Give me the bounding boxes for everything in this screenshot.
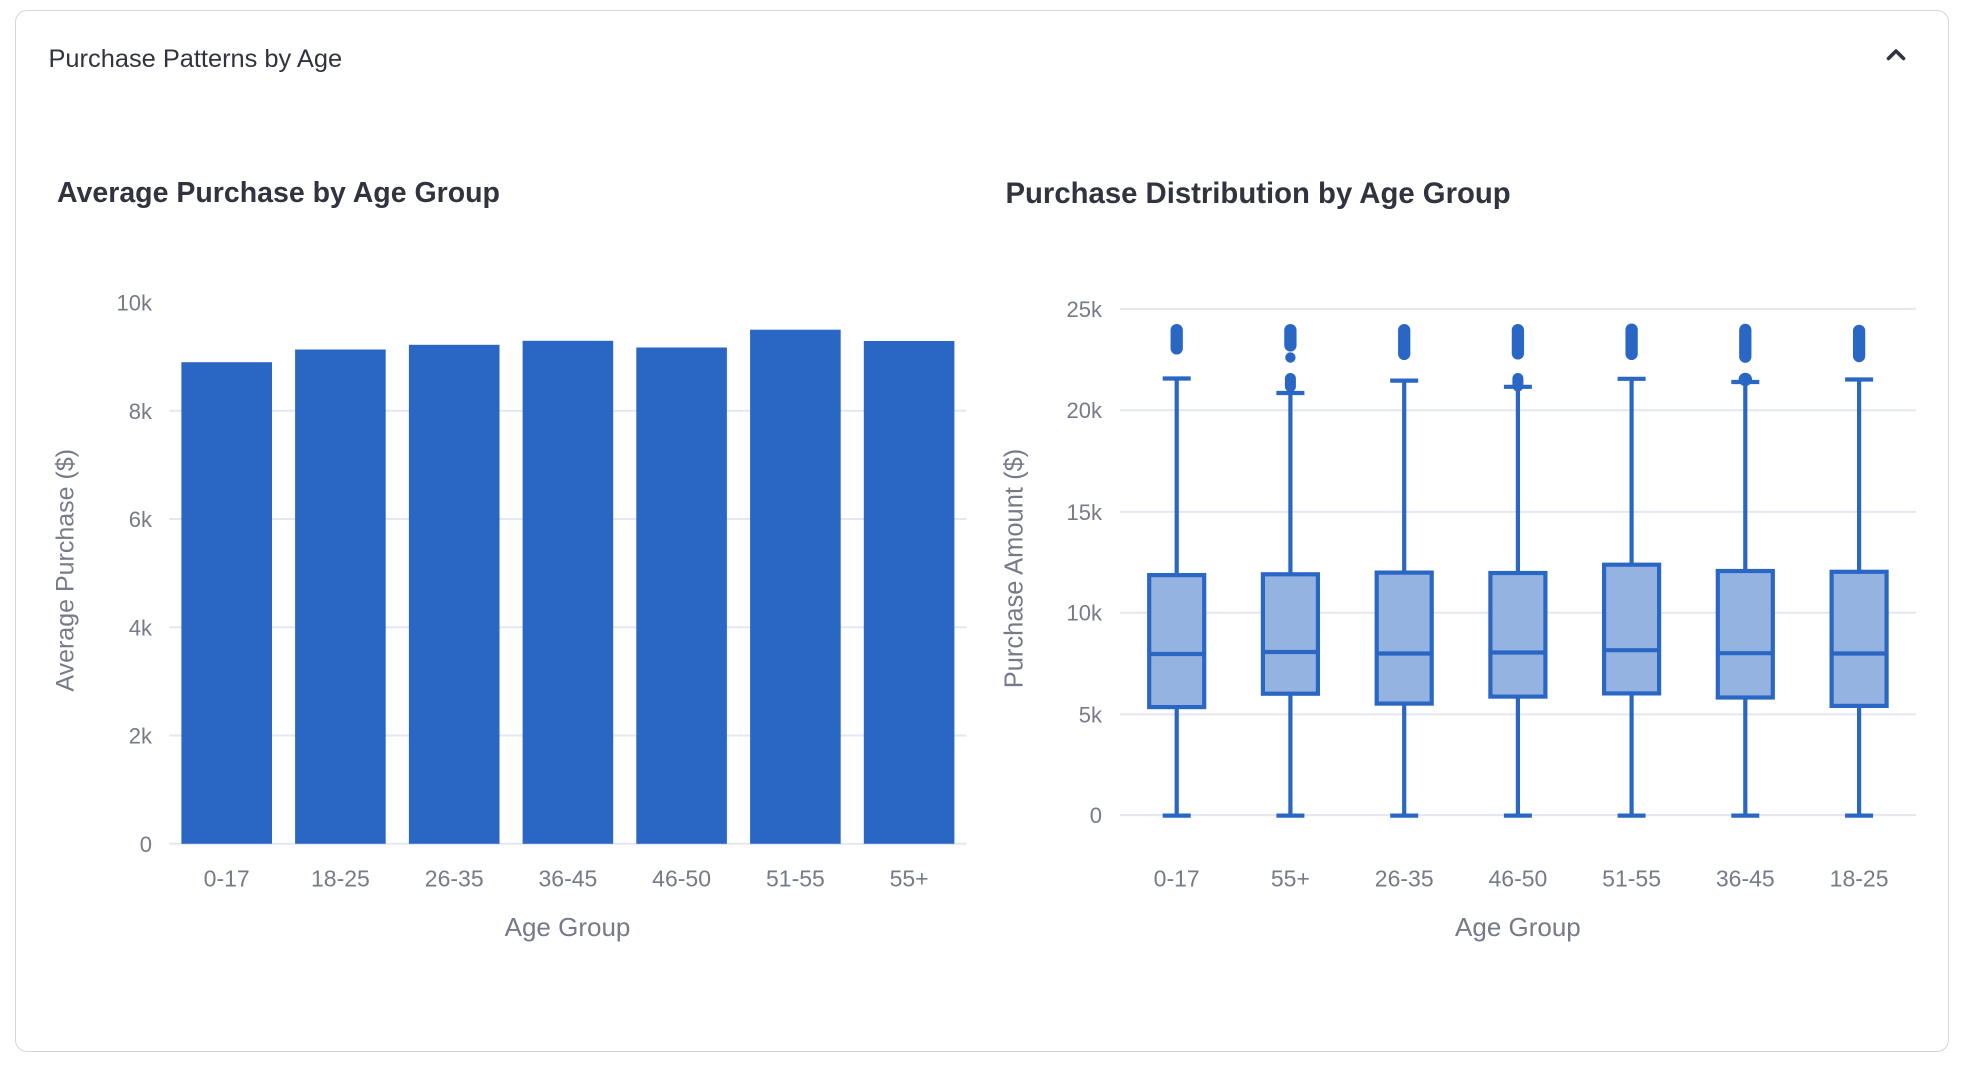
svg-text:26-35: 26-35 <box>425 866 484 892</box>
svg-text:26-35: 26-35 <box>1375 866 1434 892</box>
svg-text:8k: 8k <box>129 399 153 424</box>
svg-text:Age Group: Age Group <box>505 912 631 942</box>
svg-text:18-25: 18-25 <box>311 866 370 892</box>
svg-text:51-55: 51-55 <box>1602 866 1661 892</box>
svg-text:20k: 20k <box>1067 398 1103 423</box>
svg-text:18-25: 18-25 <box>1830 866 1889 892</box>
svg-text:2k: 2k <box>129 724 153 749</box>
svg-text:6k: 6k <box>129 507 153 532</box>
svg-text:0-17: 0-17 <box>1154 866 1200 892</box>
svg-text:55+: 55+ <box>890 866 929 892</box>
svg-text:55+: 55+ <box>1271 866 1310 892</box>
svg-text:15k: 15k <box>1067 500 1103 525</box>
svg-text:36-45: 36-45 <box>1716 866 1775 892</box>
svg-text:Average Purchase ($): Average Purchase ($) <box>52 449 80 692</box>
svg-text:46-50: 46-50 <box>1488 866 1547 892</box>
svg-text:36-45: 36-45 <box>538 866 597 892</box>
svg-text:Average Purchase by Age Group: Average Purchase by Age Group <box>57 177 500 209</box>
svg-text:25k: 25k <box>1067 297 1103 322</box>
svg-text:Purchase Distribution by Age G: Purchase Distribution by Age Group <box>1006 177 1511 210</box>
svg-text:0: 0 <box>140 832 152 857</box>
svg-text:46-50: 46-50 <box>652 866 711 892</box>
svg-text:Age Group: Age Group <box>1455 912 1581 942</box>
svg-text:10k: 10k <box>117 291 153 316</box>
svg-text:5k: 5k <box>1079 702 1103 727</box>
svg-text:10k: 10k <box>1067 601 1103 626</box>
svg-text:51-55: 51-55 <box>766 866 825 892</box>
svg-text:Purchase Amount ($): Purchase Amount ($) <box>1001 449 1029 689</box>
svg-text:0-17: 0-17 <box>204 866 250 892</box>
svg-text:4k: 4k <box>129 615 153 640</box>
svg-text:Purchase Patterns by Age: Purchase Patterns by Age <box>49 45 343 73</box>
svg-text:0: 0 <box>1090 803 1102 828</box>
